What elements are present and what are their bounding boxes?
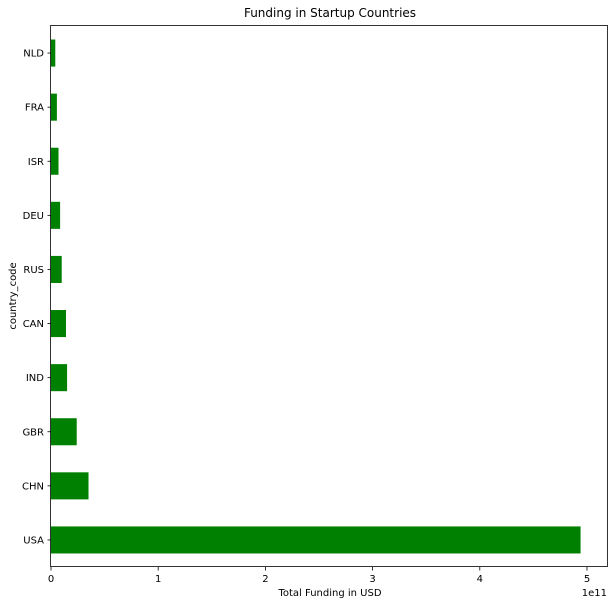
y-tick-label: CHN	[22, 481, 44, 492]
bar-isr	[51, 147, 59, 175]
x-scale-label: 1e11	[582, 588, 607, 599]
bar-chn	[51, 472, 89, 500]
y-axis: USA CHN GBR IND CAN RUS DEU ISR FRA NLD	[22, 49, 51, 546]
x-axis-title: Total Funding in USD	[277, 588, 381, 599]
y-tick-label: IND	[26, 373, 44, 384]
y-tick-label: ISR	[28, 157, 44, 168]
y-tick-label: RUS	[23, 265, 44, 276]
y-tick-label: GBR	[22, 427, 44, 438]
x-tick-label: 3	[369, 574, 375, 585]
bar-usa	[51, 526, 581, 554]
bar-can	[51, 310, 67, 338]
x-tick-label: 2	[262, 574, 268, 585]
bar-nld	[51, 39, 56, 67]
y-tick-label: CAN	[23, 319, 44, 330]
x-tick-label: 0	[48, 574, 54, 585]
bar-gbr	[51, 418, 77, 446]
bar-ind	[51, 364, 68, 392]
bar-fra	[51, 93, 57, 121]
bar-rus	[51, 255, 62, 283]
x-tick-label: 1	[155, 574, 161, 585]
x-tick-label: 5	[584, 574, 590, 585]
chart-title: Funding in Startup Countries	[244, 6, 416, 20]
y-tick-label: FRA	[25, 103, 44, 114]
x-axis: 0 1 2 3 4 5	[48, 567, 590, 585]
x-tick-label: 4	[477, 574, 483, 585]
bars-group	[51, 39, 581, 554]
bar-deu	[51, 201, 61, 229]
y-tick-label: DEU	[23, 211, 44, 222]
y-axis-title: country_code	[8, 262, 19, 329]
y-tick-label: USA	[23, 535, 44, 546]
y-tick-label: NLD	[23, 49, 44, 60]
plot-frame	[50, 25, 608, 567]
